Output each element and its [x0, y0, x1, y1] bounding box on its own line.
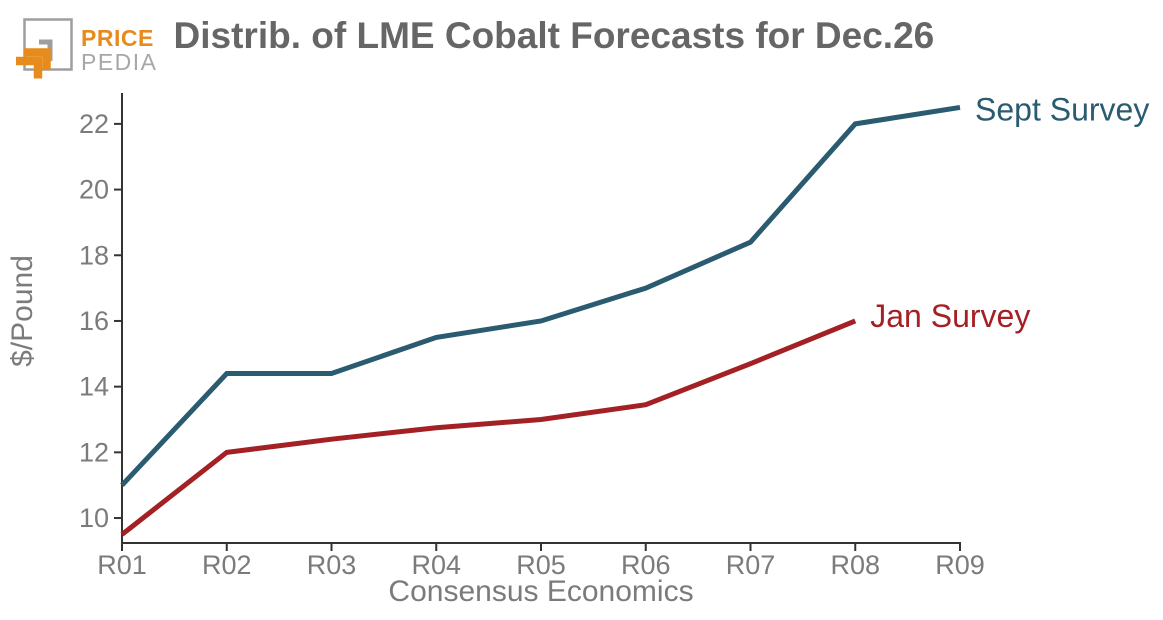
- pricepedia-logo-icon: [16, 18, 73, 79]
- x-tick-label: R05: [516, 550, 566, 580]
- x-axis-label: Consensus Economics: [388, 575, 693, 608]
- x-tick-label: R06: [621, 550, 671, 580]
- logo-wordmark: PRICE PEDIA: [81, 27, 158, 74]
- x-tick-label: R01: [97, 550, 147, 580]
- y-tick-label: 12: [79, 437, 109, 467]
- y-tick-label: 18: [79, 240, 109, 270]
- x-tick-label: R08: [830, 550, 880, 580]
- logo-pedia-text: PEDIA: [81, 49, 158, 75]
- x-tick-label: R02: [202, 550, 252, 580]
- header: PRICE PEDIA Distrib. of LME Cobalt Forec…: [14, 6, 934, 82]
- x-tick-label: R07: [726, 550, 776, 580]
- series-label-0: Sept Survey: [975, 91, 1149, 127]
- logo-orange-bracket-2: [16, 56, 43, 79]
- y-axis-label: $/Pound: [6, 255, 39, 367]
- y-tick-label: 16: [79, 306, 109, 336]
- logo-orange-bracket-1: [24, 48, 51, 70]
- x-tick-label: R09: [935, 550, 985, 580]
- series-line-1: [120, 318, 857, 537]
- logo-price-text: PRICE: [81, 25, 154, 51]
- series-label-1: Jan Survey: [870, 298, 1030, 334]
- y-tick-label: 22: [79, 109, 109, 139]
- x-tick-label: R03: [307, 550, 357, 580]
- y-tick-label: 20: [79, 175, 109, 205]
- x-tick-label: R04: [411, 550, 461, 580]
- chart-title: Distrib. of LME Cobalt Forecasts for Dec…: [173, 15, 935, 56]
- axis-spines: [121, 93, 961, 544]
- y-tick-label: 10: [79, 503, 109, 533]
- series-line-0: [120, 104, 961, 487]
- y-tick-label: 14: [79, 372, 109, 402]
